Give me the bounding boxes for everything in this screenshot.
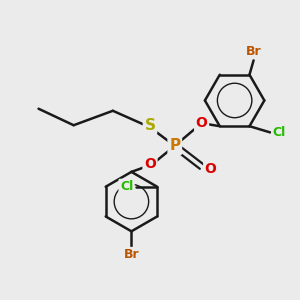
- Text: O: O: [196, 116, 208, 130]
- Text: P: P: [169, 138, 180, 153]
- Text: O: O: [205, 162, 217, 176]
- Text: Br: Br: [246, 45, 261, 58]
- Text: O: O: [144, 157, 156, 171]
- Text: Br: Br: [124, 248, 139, 261]
- Text: Cl: Cl: [273, 126, 286, 139]
- Text: Cl: Cl: [120, 180, 133, 193]
- Text: S: S: [145, 118, 155, 133]
